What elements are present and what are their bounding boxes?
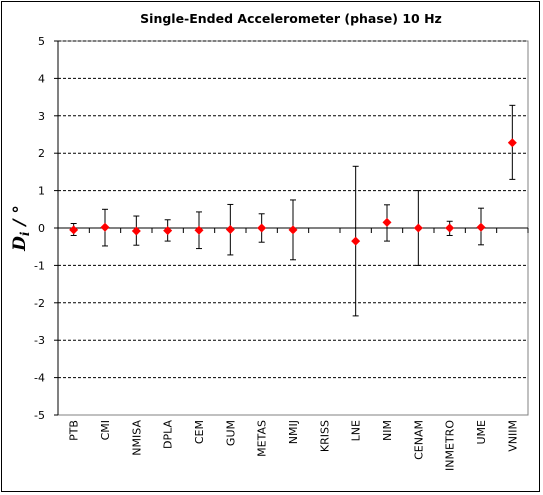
data-point [131,226,141,236]
y-tick-label: -4 [34,372,45,385]
data-point [194,225,204,235]
y-tick-label: 4 [38,72,45,85]
category-label: LNE [350,420,363,441]
y-axis-label-rest: / ° [10,205,30,232]
category-label: GUM [224,420,237,446]
y-tick-labels: 5 4 3 2 1 0 -1 -2 -3 -4 -5 [34,35,45,422]
y-tick-label: 1 [38,185,45,198]
data-point [382,217,392,227]
y-tick-label: -2 [34,297,45,310]
y-axis-label: Di / ° [10,205,32,252]
data-point [507,138,517,148]
category-label: NIM [381,420,394,441]
category-label: CEM [193,420,206,444]
y-tick-label: 2 [38,147,45,160]
category-label: DPLA [162,420,175,449]
data-point [257,223,267,233]
data-point [225,224,235,234]
data-markers [69,138,517,246]
y-tick-label: 5 [38,35,45,48]
category-label: PTB [68,420,81,441]
data-point [163,226,173,236]
category-label: NMISA [130,420,143,456]
category-label: VNIIM [506,420,519,452]
y-tick-label: -1 [34,259,45,272]
data-point [100,222,110,232]
y-tick-label: -3 [34,334,45,347]
category-label: CENAM [412,420,425,460]
y-axis-label-sub: i [18,231,32,236]
data-point [413,223,423,233]
y-axis-label-main: D [10,236,30,252]
category-label: UME [475,420,488,445]
data-point [351,236,361,246]
category-label: KRISS [318,420,331,452]
y-tick-label: 0 [38,222,45,235]
grid-lines [58,40,528,379]
x-tick-labels: PTB CMI NMISA DPLA CEM GUM METAS NMIJ KRISS LNE NI… [68,420,520,471]
y-tick-label: -5 [34,409,45,422]
category-label: METAS [256,420,269,457]
chart-title: Single-Ended Accelerometer (phase) 10 Hz [140,11,442,26]
category-label: NMIJ [287,420,300,444]
data-point [288,225,298,235]
data-point [69,225,79,235]
category-label: INMETRO [444,420,457,471]
data-point [476,222,486,232]
y-tick-label: 3 [38,110,45,123]
data-point [445,223,455,233]
category-label: CMI [99,420,112,440]
